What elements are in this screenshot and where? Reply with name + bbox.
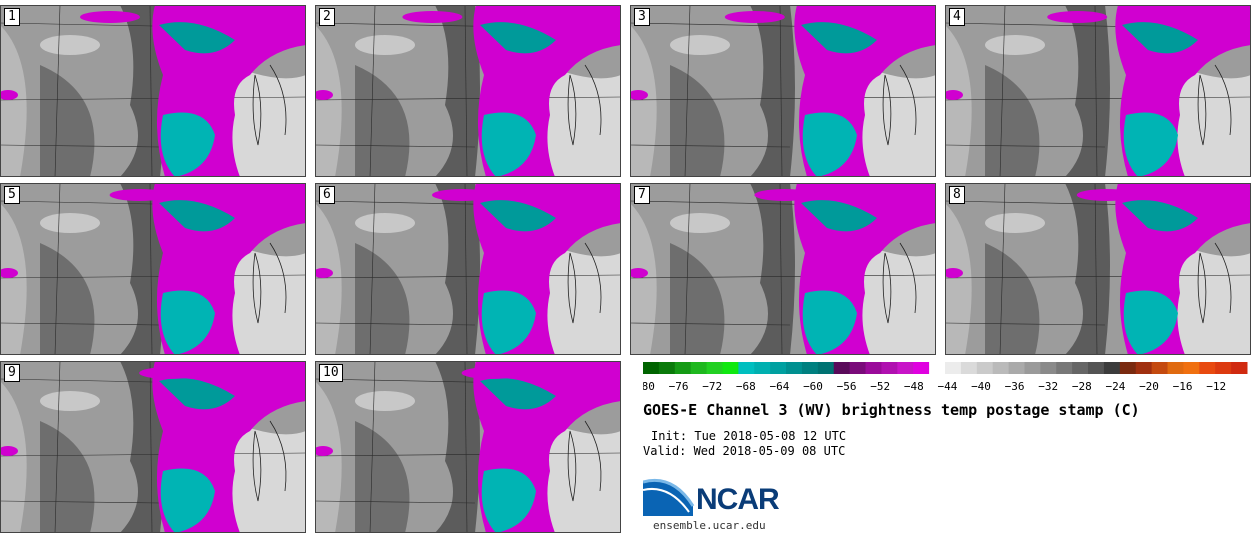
colorbar-bin bbox=[1056, 362, 1073, 374]
panel-label: 4 bbox=[949, 8, 965, 26]
colorbar-bin bbox=[1199, 362, 1216, 374]
member-panel-9: 9 bbox=[0, 361, 306, 533]
colorbar-tick-label: −24 bbox=[1105, 380, 1125, 393]
colorbar-bin bbox=[1008, 362, 1025, 374]
colorbar-bin bbox=[1151, 362, 1169, 374]
colorbar-bin bbox=[1040, 362, 1057, 374]
member-panel-8: 8 bbox=[945, 183, 1251, 355]
colorbar-bin bbox=[817, 362, 835, 374]
member-panel-7: 7 bbox=[630, 183, 936, 355]
colorbar-tick-label: −76 bbox=[669, 380, 689, 393]
colorbar-tick-label: −60 bbox=[803, 380, 823, 393]
colorbar-bin bbox=[849, 362, 867, 374]
colorbar-tick-label: −16 bbox=[1173, 380, 1193, 393]
colorbar-tick-label: −56 bbox=[837, 380, 857, 393]
colorbar-bin bbox=[674, 362, 692, 374]
colorbar-tick-label: −32 bbox=[1038, 380, 1058, 393]
colorbar-bin bbox=[1119, 362, 1137, 374]
colorbar-bin bbox=[1088, 362, 1105, 374]
colorbar-tick-label: −48 bbox=[904, 380, 924, 393]
member-panel-4: 4 bbox=[945, 5, 1251, 177]
colorbar-bin bbox=[865, 362, 882, 374]
colorbar-bin bbox=[658, 362, 676, 374]
colorbar-bin bbox=[929, 362, 946, 374]
colorbar-bin bbox=[643, 362, 660, 374]
panel-label: 10 bbox=[319, 364, 343, 382]
member-panel-5: 5 bbox=[0, 183, 306, 355]
panel-label: 5 bbox=[4, 186, 20, 204]
panel-label: 2 bbox=[319, 8, 335, 26]
colorbar-tick-label: −44 bbox=[937, 380, 957, 393]
colorbar-bin bbox=[1072, 362, 1089, 374]
colorbar-bin bbox=[897, 362, 914, 374]
site-url: ensemble.ucar.edu bbox=[653, 519, 766, 532]
colorbar-bin bbox=[1135, 362, 1153, 374]
colorbar-bin bbox=[1215, 362, 1232, 374]
figure-title: GOES-E Channel 3 (WV) brightness temp po… bbox=[643, 401, 1140, 419]
colorbar-bin bbox=[833, 362, 851, 374]
panel-label: 7 bbox=[634, 186, 650, 204]
colorbar-bin bbox=[690, 362, 708, 374]
colorbar-bin bbox=[770, 362, 787, 374]
colorbar-tick-label: −36 bbox=[1005, 380, 1025, 393]
panel-label: 9 bbox=[4, 364, 20, 382]
colorbar-bin bbox=[1231, 362, 1248, 374]
member-panel-10: 10 bbox=[315, 361, 621, 533]
logo-text: NCAR bbox=[696, 483, 780, 516]
member-panel-1: 1 bbox=[0, 5, 306, 177]
colorbar-bin bbox=[960, 362, 978, 374]
ncar-logo bbox=[643, 478, 695, 516]
valid-time: Valid: Wed 2018-05-09 08 UTC bbox=[643, 444, 846, 458]
member-panel-3: 3 bbox=[630, 5, 936, 177]
colorbar-tick-label: −20 bbox=[1139, 380, 1159, 393]
colorbar-bin bbox=[706, 362, 723, 374]
colorbar-tick-label: −72 bbox=[702, 380, 722, 393]
colorbar-bin bbox=[786, 362, 803, 374]
colorbar-bin bbox=[801, 362, 819, 374]
colorbar-bin bbox=[722, 362, 739, 374]
init-time: Init: Tue 2018-05-08 12 UTC bbox=[651, 429, 847, 443]
colorbar-tick-label: −40 bbox=[971, 380, 991, 393]
colorbar-bin bbox=[754, 362, 771, 374]
colorbar-tick-label: −12 bbox=[1206, 380, 1226, 393]
colorbar-tick-label: −68 bbox=[736, 380, 756, 393]
panel-label: 1 bbox=[4, 8, 20, 26]
colorbar-bin bbox=[738, 362, 755, 374]
member-panel-6: 6 bbox=[315, 183, 621, 355]
panel-label: 6 bbox=[319, 186, 335, 204]
colorbar-bin bbox=[1103, 362, 1121, 374]
colorbar-tick-label: −80 bbox=[643, 380, 655, 393]
colorbar-bin bbox=[1024, 362, 1041, 374]
colorbar-bin bbox=[1183, 362, 1200, 374]
panel-label: 8 bbox=[949, 186, 965, 204]
colorbar-bin bbox=[976, 362, 994, 374]
colorbar-bin bbox=[913, 362, 930, 374]
colorbar-bin bbox=[881, 362, 898, 374]
colorbar-tick-label: −52 bbox=[870, 380, 890, 393]
colorbar-bin bbox=[945, 362, 962, 374]
colorbar-tick-label: −28 bbox=[1072, 380, 1092, 393]
panel-label: 3 bbox=[634, 8, 650, 26]
member-panel-2: 2 bbox=[315, 5, 621, 177]
colorbar-bin bbox=[992, 362, 1010, 374]
colorbar: −80 −76 −72 −68 −64 −60 −56 −52 −48 −44 −40 −36 −32 −… bbox=[643, 362, 1248, 393]
colorbar-bin bbox=[1167, 362, 1184, 374]
colorbar-tick-label: −64 bbox=[769, 380, 789, 393]
